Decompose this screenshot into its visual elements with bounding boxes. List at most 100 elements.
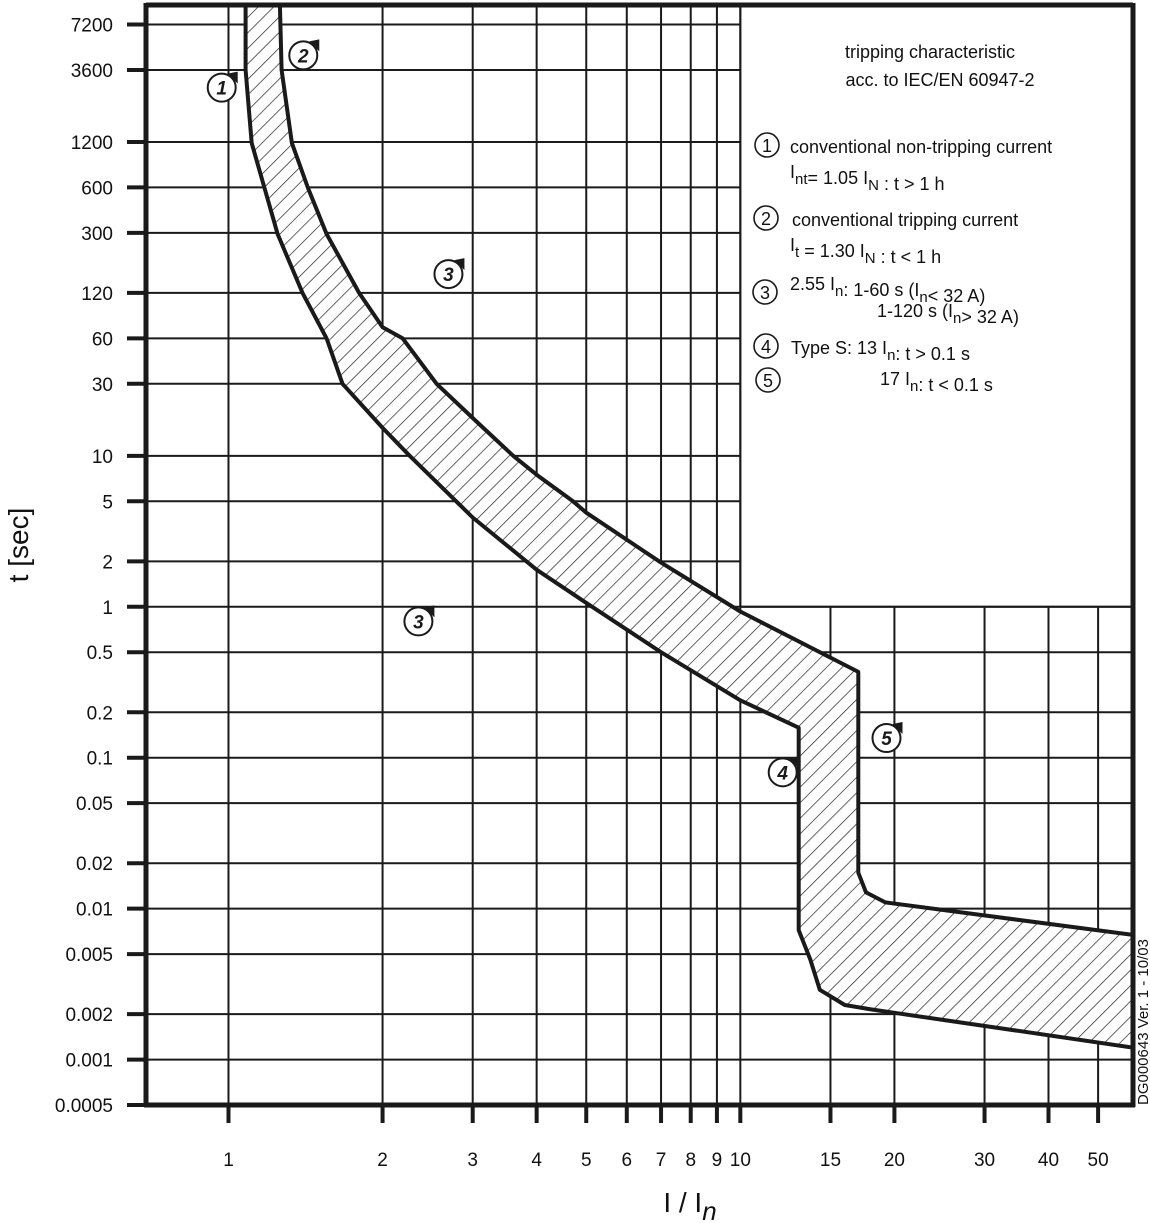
legend-text: : 1-60 s (I [843,280,919,300]
x-tick-label: 10 [730,1150,751,1171]
axis-ticks: 1 2 3 4 5 6 7 8 9 10 15 20 30 40 507200360012006003001… [55,16,1109,1171]
x-tick-label: 6 [621,1150,632,1171]
x-tick-label: 3 [467,1150,478,1171]
subscript: n [835,283,843,300]
marker-number: 2 [297,46,309,67]
legend-number-circle [752,279,778,305]
x-tick-label: 1 [223,1150,234,1171]
y-tick-label: 300 [81,224,113,245]
marker-number: 1 [216,79,227,100]
y-tick-label: 0.0005 [55,1096,113,1117]
y-tick-label: 1200 [71,133,113,154]
legend-item-1: 1 conventional non-tripping current Int= 1… [754,132,1052,194]
legend-number: 2 [761,209,771,229]
legend-text-line: conventional non-tripping current [790,137,1052,157]
y-tick-label: 30 [92,375,113,396]
legend-item-4: 4 Type S: 13 In: t > 0.1 s [753,333,970,364]
legend-text: Type S: 13 I [791,338,887,358]
legend-text: 2.55 I [790,274,835,294]
legend-text: = 1.05 I [808,168,869,188]
marker-number: 3 [413,612,424,633]
marker-circle [288,40,319,71]
curve-markers: 1 2 3 3 4 5 [206,39,903,788]
legend-text: 1-120 s (I [877,301,953,321]
y-tick-label: 0.02 [76,854,113,875]
subscript: N [868,177,879,194]
document-id: DG000643 Ver. 1 - 10/03 [1135,939,1150,1105]
legend-text: : t > 1 h [879,174,945,194]
legend-text: 17 I [880,369,910,389]
y-tick-label: 0.002 [65,1005,113,1026]
legend-number: 3 [760,283,770,303]
x-tick-label: 5 [581,1150,592,1171]
y-tick-label: 0.01 [76,900,113,921]
subscript: n [919,289,927,306]
y-tick-label: 3600 [71,61,113,82]
marker-circle [871,723,902,754]
x-tick-label: 20 [884,1150,905,1171]
legend-text: = 1.30 I [799,241,865,261]
x-tick-label: 2 [377,1150,388,1171]
legend-item-2: 2 conventional tripping current It = 1.30 … [753,205,1018,267]
subscript: n [887,347,895,364]
legend-text-line: Int= 1.05 IN : t > 1 h [790,162,944,194]
marker-number: 4 [776,763,788,784]
legend-text: conventional non-tripping current [790,137,1052,157]
legend-number-circle [755,367,781,393]
legend-text-line: It = 1.30 IN : t < 1 h [790,235,941,267]
x-tick-label: 7 [656,1150,667,1171]
chart-title: tripping characteristic [845,42,1015,62]
subscript: t [795,244,800,261]
y-tick-label: 600 [81,178,113,199]
y-tick-label: 0.2 [87,703,113,724]
marker-3: 3 [403,605,435,637]
legend-text: : t < 1 h [876,247,942,267]
subscript: N [865,250,876,267]
legend-text: I [790,235,795,255]
x-tick-label: 50 [1088,1150,1109,1171]
legend-number-circle [753,205,779,231]
legend-text: conventional tripping current [792,210,1018,230]
subscript: nt [795,171,808,188]
y-tick-label: 0.1 [87,749,113,770]
subscript: n [910,378,918,395]
x-tick-label: 15 [820,1150,841,1171]
band-hatch [245,5,1133,1048]
marker-circle [403,606,434,637]
marker-2: 2 [288,39,320,71]
y-tick-label: 0.005 [65,945,113,966]
marker-3: 3 [433,258,465,290]
y-tick-label: 10 [92,447,113,468]
legend-number-circle [754,132,780,158]
legend-number: 1 [762,136,772,156]
legend-text: < 32 A) [928,286,986,306]
legend-text-line: 1-120 s (In> 32 A) [877,301,1019,327]
upper-limit-curve [277,5,1133,937]
subscript: n [953,310,961,327]
legend-text: : t > 0.1 s [895,344,970,364]
legend-text: > 32 A) [961,307,1019,327]
legend-item-5: 5 17 In: t < 0.1 s [755,367,993,395]
y-tick-label: 0.5 [87,643,113,664]
y-tick-label: 5 [102,492,113,513]
legend-text-line: Type S: 13 In: t > 0.1 s [791,338,970,364]
legend-number: 5 [763,371,773,391]
x-tick-label: 8 [685,1150,696,1171]
y-tick-label: 60 [92,329,113,350]
x-tick-label: 9 [712,1150,723,1171]
x-tick-label: 4 [531,1150,542,1171]
marker-circle [767,757,798,788]
x-axis-label-sub: n [702,1196,716,1223]
x-tick-label: 40 [1038,1150,1059,1171]
marker-circle [206,72,237,103]
legend-text: I [790,162,795,182]
y-tick-label: 2 [102,552,113,573]
lower-limit-curve [243,5,1133,1050]
x-tick-label: 30 [974,1150,995,1171]
legend-text-line: 2.55 In: 1-60 s (In< 32 A) [790,274,985,306]
legend-text: : t < 0.1 s [918,375,993,395]
legend-number-circle [753,333,779,359]
y-tick-label: 120 [81,284,113,305]
